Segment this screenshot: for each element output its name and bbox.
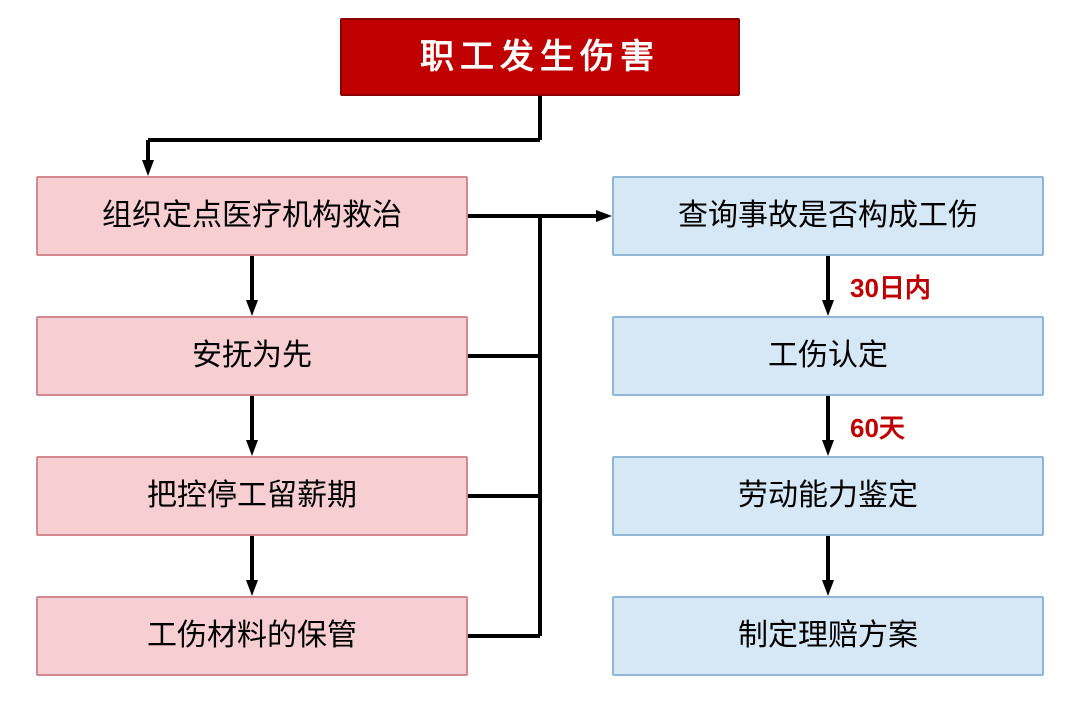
node-injury-identification: 工伤认定 bbox=[612, 316, 1044, 396]
node-label: 工伤认定 bbox=[768, 338, 888, 374]
node-capacity-assessment: 劳动能力鉴定 bbox=[612, 456, 1044, 536]
node-suspension-pay: 把控停工留薪期 bbox=[36, 456, 468, 536]
node-label: 查询事故是否构成工伤 bbox=[678, 198, 978, 234]
node-label: 制定理赔方案 bbox=[738, 618, 918, 654]
node-label: 劳动能力鉴定 bbox=[738, 478, 918, 514]
node-label: 工伤材料的保管 bbox=[147, 618, 357, 654]
node-start: 职工发生伤害 bbox=[340, 18, 740, 96]
node-label: 安抚为先 bbox=[192, 338, 312, 374]
node-check-injury: 查询事故是否构成工伤 bbox=[612, 176, 1044, 256]
node-compensation-plan: 制定理赔方案 bbox=[612, 596, 1044, 676]
node-label: 把控停工留薪期 bbox=[147, 478, 357, 514]
node-materials-storage: 工伤材料的保管 bbox=[36, 596, 468, 676]
edge-label-30-days: 30日内 bbox=[850, 268, 931, 305]
node-label: 组织定点医疗机构救治 bbox=[102, 198, 402, 234]
node-comfort-first: 安抚为先 bbox=[36, 316, 468, 396]
edge-label-60-days: 60天 bbox=[850, 408, 905, 445]
flowchart-canvas: 职工发生伤害 组织定点医疗机构救治 安抚为先 把控停工留薪期 工伤材料的保管 查… bbox=[0, 0, 1080, 727]
node-start-label: 职工发生伤害 bbox=[420, 37, 660, 78]
node-medical-treatment: 组织定点医疗机构救治 bbox=[36, 176, 468, 256]
